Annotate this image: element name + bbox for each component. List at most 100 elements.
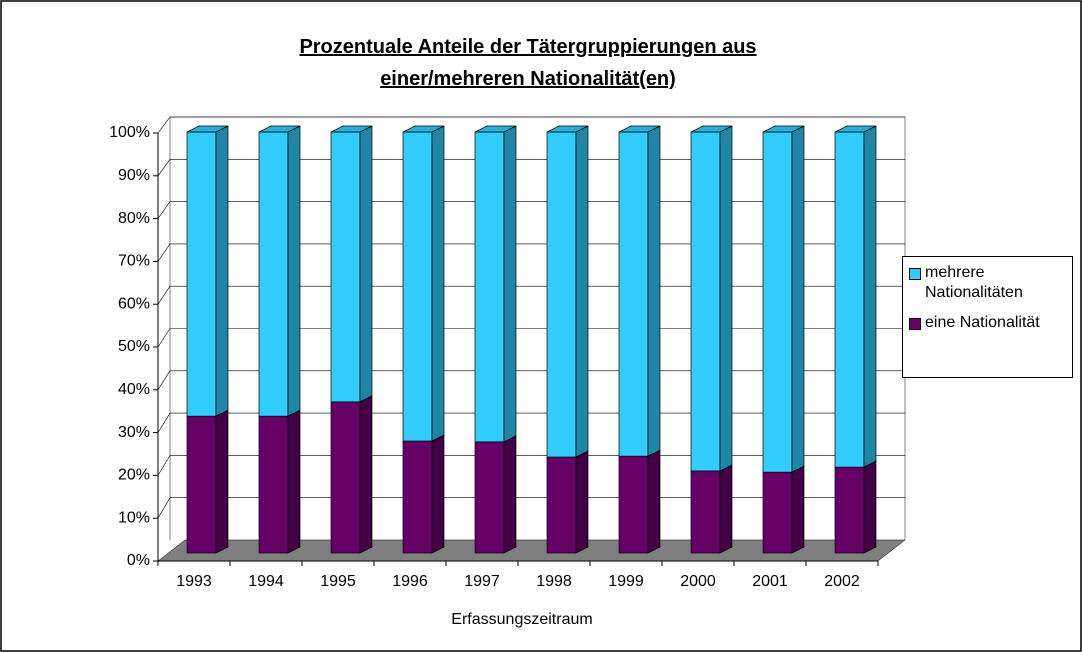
bar-top	[546, 125, 589, 133]
bar-side	[719, 125, 733, 472]
bar-front	[186, 415, 217, 554]
bar-segment	[618, 125, 661, 457]
bar-side	[647, 449, 661, 554]
x-tick-label: 1994	[248, 573, 284, 590]
bar-segment	[546, 450, 589, 554]
x-axis-label: Erfassungszeitraum	[451, 611, 592, 628]
bar-front	[546, 131, 577, 458]
bar-side	[359, 395, 373, 554]
bar-segment	[258, 125, 301, 417]
grid-line	[157, 116, 905, 134]
x-tick-label: 2002	[824, 573, 860, 590]
y-tick-label: 0%	[127, 552, 150, 569]
bar-front	[690, 470, 721, 554]
bar-top	[402, 125, 445, 133]
bar-side	[863, 125, 877, 468]
bar-segment	[834, 125, 877, 468]
bar-side	[431, 125, 445, 442]
x-tick-label: 1997	[464, 573, 500, 590]
x-tick-label: 1998	[536, 573, 572, 590]
bar-front	[834, 466, 865, 554]
bar-segment	[258, 409, 301, 554]
legend-entry: eine Nationalität	[907, 313, 1068, 333]
bar-side	[791, 125, 805, 473]
bar-segment	[186, 125, 229, 417]
bar-side	[503, 435, 517, 554]
bar-side	[647, 125, 661, 457]
y-tick-label: 60%	[118, 295, 150, 312]
bar-segment	[402, 125, 445, 442]
bar-segment	[762, 125, 805, 473]
y-tick-label: 10%	[118, 509, 150, 526]
bar-front	[546, 456, 577, 554]
bar-top	[186, 125, 229, 133]
x-tick-label: 1996	[392, 573, 428, 590]
bar-front	[186, 131, 217, 417]
bar-front	[330, 131, 361, 403]
bar-segment	[690, 464, 733, 554]
bar-side	[791, 465, 805, 554]
bar-segment	[618, 449, 661, 554]
bar-front	[258, 131, 289, 417]
bar-front	[618, 455, 649, 554]
bar-segment	[762, 465, 805, 554]
bar-segment	[402, 434, 445, 554]
bar-front	[330, 401, 361, 554]
y-tick-label: 20%	[118, 467, 150, 484]
bar-side	[863, 460, 877, 554]
bar-front	[618, 131, 649, 457]
y-tick-label: 40%	[118, 381, 150, 398]
bar-segment	[546, 125, 589, 458]
bar-side	[359, 125, 373, 403]
bar-front	[690, 131, 721, 472]
y-tick-label: 90%	[118, 167, 150, 184]
bar-front	[402, 440, 433, 554]
x-tick-label: 2001	[752, 573, 788, 590]
x-tick-label: 1999	[608, 573, 644, 590]
bar-front	[402, 131, 433, 442]
y-tick-label: 100%	[109, 124, 150, 141]
bar-side	[215, 409, 229, 554]
bar-side	[575, 450, 589, 554]
bar-top	[330, 125, 373, 133]
legend-label: eine Nationalität	[925, 314, 1040, 331]
bar-segment	[186, 409, 229, 554]
bar-segment	[330, 395, 373, 554]
bar-segment	[690, 125, 733, 472]
legend-swatch	[909, 318, 921, 330]
bar-front	[258, 415, 289, 554]
bar-side	[503, 125, 517, 443]
bar-top	[690, 125, 733, 133]
legend-entry: mehrere Nationalitäten	[907, 263, 1068, 303]
bar-side	[719, 464, 733, 554]
bar-side	[575, 125, 589, 458]
bar-top	[618, 125, 661, 133]
bar-front	[762, 471, 793, 554]
x-tick-label: 1993	[176, 573, 212, 590]
bar-top	[258, 125, 301, 133]
bar-top	[474, 125, 517, 133]
bar-segment	[834, 460, 877, 554]
x-tick-label: 1995	[320, 573, 356, 590]
y-tick-label: 50%	[118, 338, 150, 355]
bar-front	[474, 441, 505, 554]
x-tick-label: 2000	[680, 573, 716, 590]
bar-front	[834, 131, 865, 468]
bar-side	[287, 409, 301, 554]
bar-side	[215, 125, 229, 417]
bar-segment	[330, 125, 373, 403]
bar-side	[287, 125, 301, 417]
y-tick-label: 70%	[118, 253, 150, 270]
bar-front	[474, 131, 505, 443]
legend-swatch	[909, 268, 921, 280]
y-tick-label: 80%	[118, 210, 150, 227]
bar-top	[762, 125, 805, 133]
bar-segment	[474, 125, 517, 443]
chart-title: Prozentuale Anteile der Tätergruppierung…	[299, 36, 756, 90]
bar-segment	[474, 435, 517, 554]
bar-side	[431, 434, 445, 554]
y-tick-label: 30%	[118, 424, 150, 441]
legend-label: mehrere Nationalitäten	[925, 264, 1023, 301]
